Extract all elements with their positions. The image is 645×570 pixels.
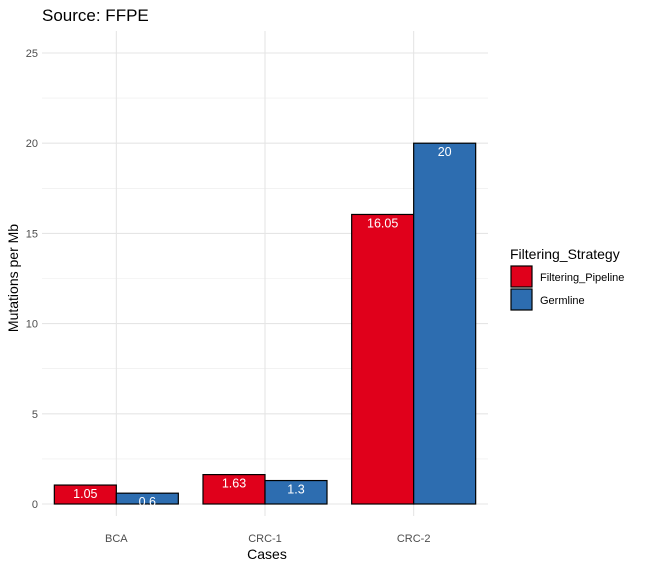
bar-value-label: 1.63 (222, 477, 246, 491)
y-tick-label: 15 (26, 228, 38, 240)
legend-label: Filtering_Pipeline (540, 272, 624, 284)
x-tick-label: CRC-1 (248, 533, 282, 545)
bar-labels: 1.05 1.63 16.05 0.6 1.3 20 (73, 145, 452, 509)
legend-swatch (510, 288, 533, 311)
bar (351, 213, 415, 505)
bar-value-label: 1.3 (287, 483, 304, 497)
y-tick-label: 5 (32, 409, 38, 421)
x-tick-label: BCA (105, 533, 128, 545)
legend-swatch (510, 265, 533, 288)
y-tick-label: 20 (26, 138, 38, 150)
bars (53, 142, 477, 505)
chart-title: Source: FFPE (42, 6, 149, 25)
bar-value-label: 16.05 (367, 216, 398, 230)
x-tick-label: CRC-2 (397, 533, 431, 545)
legend: Filtering_Strategy Filtering_Pipeline Ger… (510, 246, 624, 311)
y-axis-ticks: 0 5 10 15 20 25 (26, 48, 38, 511)
x-axis-title: Cases (247, 546, 287, 562)
bar (202, 473, 266, 505)
legend-label: Germline (540, 295, 585, 307)
bar (264, 479, 328, 505)
y-tick-label: 0 (32, 499, 38, 511)
bar-value-label: 0.6 (139, 495, 156, 509)
y-tick-label: 10 (26, 319, 38, 331)
bar-value-label: 1.05 (73, 487, 97, 501)
bar (115, 492, 179, 505)
legend-title: Filtering_Strategy (510, 246, 620, 262)
x-axis-ticks: BCA CRC-1 CRC-2 (105, 533, 430, 545)
y-tick-label: 25 (26, 48, 38, 60)
y-axis-title: Mutations per Mb (5, 224, 21, 332)
bar-value-label: 20 (438, 145, 452, 159)
bar (413, 142, 477, 505)
